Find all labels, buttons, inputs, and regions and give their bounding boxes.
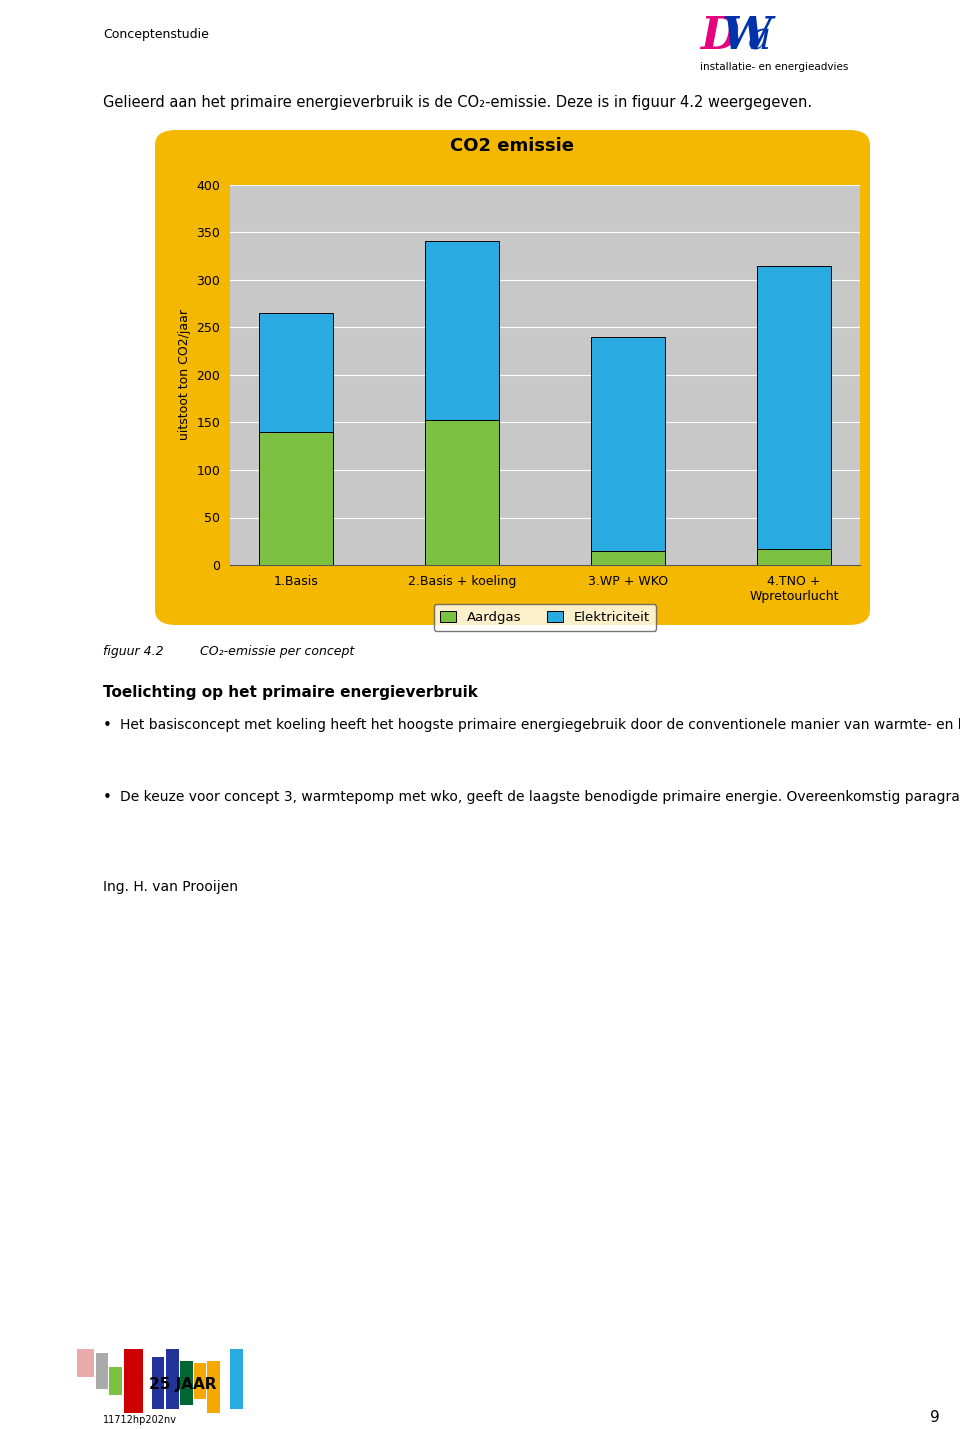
Text: De keuze voor concept 3, warmtepomp met wko, geeft de laagste benodigde primaire: De keuze voor concept 3, warmtepomp met … [120,790,960,805]
Bar [180,1360,193,1405]
Text: •: • [103,790,112,805]
Bar [124,1349,143,1413]
Bar [258,432,333,564]
Text: a: a [748,20,771,57]
Text: D: D [700,14,738,59]
Bar [424,420,499,564]
Bar [77,1320,94,1378]
Text: figuur 4.2: figuur 4.2 [103,644,163,657]
Bar [590,550,665,564]
Text: Gelieerd aan het primaire energieverbruik is de CO₂-emissie. Deze is in figuur 4: Gelieerd aan het primaire energieverbrui… [103,94,812,110]
Bar [756,266,831,549]
Y-axis label: uitstoot ton CO2/jaar: uitstoot ton CO2/jaar [178,310,191,440]
FancyBboxPatch shape [155,130,870,624]
Bar [166,1349,179,1409]
Bar [194,1363,206,1399]
Bar [424,242,499,420]
Text: CO2 emissie: CO2 emissie [450,137,574,154]
Bar [230,1345,243,1409]
Text: Ing. H. van Prooijen: Ing. H. van Prooijen [103,880,238,895]
Bar [109,1368,122,1395]
Bar [207,1360,220,1413]
Text: Conceptenstudie: Conceptenstudie [103,29,209,41]
Text: Het basisconcept met koeling heeft het hoogste primaire energiegebruik door de c: Het basisconcept met koeling heeft het h… [120,717,960,732]
Bar [756,549,831,564]
Text: Toelichting op het primaire energieverbruik: Toelichting op het primaire energieverbr… [103,684,478,700]
Text: •: • [103,717,112,733]
Bar [258,313,333,432]
Bar [590,337,665,550]
Text: CO₂-emissie per concept: CO₂-emissie per concept [200,644,354,657]
Text: 9: 9 [930,1410,940,1425]
Text: W: W [722,14,772,59]
Text: 25 JAAR: 25 JAAR [149,1378,216,1392]
Text: 11712hp202nv: 11712hp202nv [103,1415,177,1425]
Bar [96,1353,108,1389]
Bar [152,1358,164,1409]
Text: installatie- en energieadvies: installatie- en energieadvies [700,61,849,71]
Legend: Aardgas, Elektriciteit: Aardgas, Elektriciteit [434,604,657,630]
